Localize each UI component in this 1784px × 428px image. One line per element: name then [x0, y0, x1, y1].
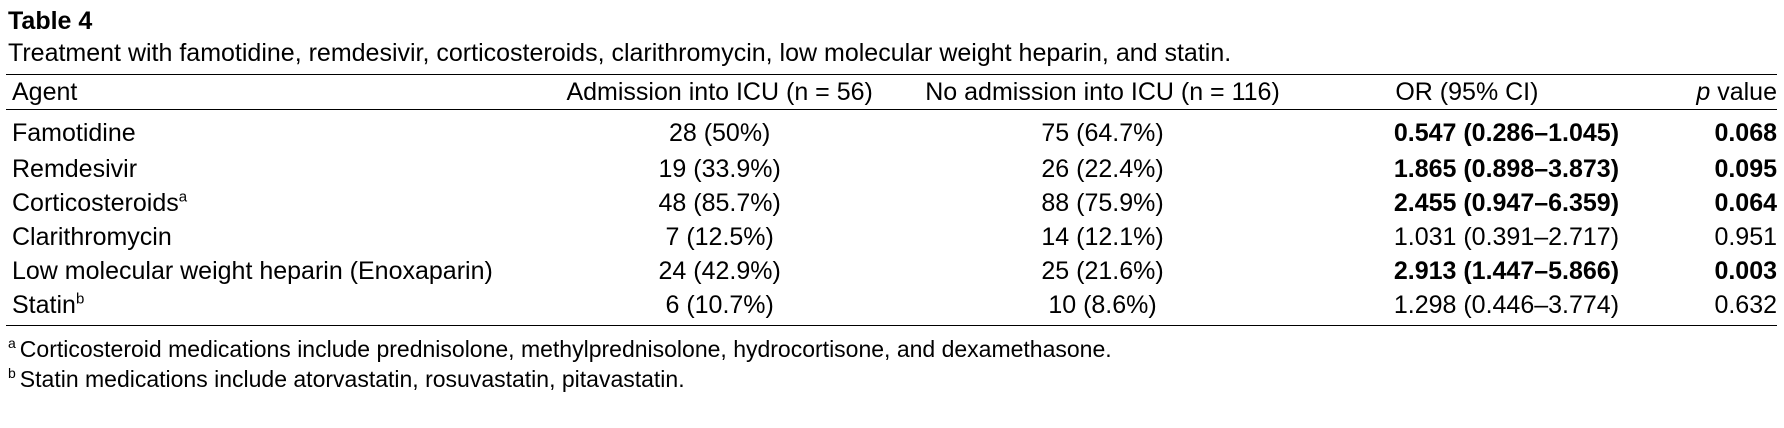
header-row: Agent Admission into ICU (n = 56) No adm… [6, 74, 1777, 110]
table-row: Low molecular weight heparin (Enoxaparin… [6, 254, 1777, 288]
footnote-text: Statin medications include atorvastatin,… [19, 366, 685, 392]
cell-or: 2.913 (1.447–5.866) [1393, 256, 1620, 285]
footnote-text: Corticosteroid medications include predn… [19, 336, 1112, 362]
cell-p: 0.095 [1714, 154, 1777, 183]
cell-no-icu: 26 (22.4%) [1041, 154, 1164, 183]
header-or: OR (95% CI) [1292, 74, 1642, 110]
footnote-b: b Statin medications include atorvastatin… [6, 364, 1777, 394]
results-table: Agent Admission into ICU (n = 56) No adm… [6, 74, 1777, 326]
footnote-mark: a [178, 188, 188, 206]
cell-p: 0.632 [1641, 288, 1777, 326]
header-icu: Admission into ICU (n = 56) [527, 74, 913, 110]
cell-agent: Statinb [6, 288, 528, 326]
footnote-a: a Corticosteroid medications include pred… [6, 334, 1777, 364]
cell-agent: Remdesivir [6, 152, 527, 186]
table-row: Statinb 6 (10.7%) 10 (8.6%) 1.298 (0.446… [6, 288, 1777, 326]
table-label: Table 4 [8, 7, 93, 35]
cell-no-icu: 25 (21.6%) [1041, 256, 1164, 285]
header-agent: Agent [6, 74, 528, 110]
header-p-value: p value [1641, 74, 1777, 110]
cell-icu: 48 (85.7%) [658, 188, 781, 217]
footnote-mark: a [8, 335, 16, 352]
cell-p: 0.068 [1714, 119, 1777, 147]
cell-or: 0.547 (0.286–1.045) [1393, 119, 1620, 147]
agent-name: Statin [12, 290, 76, 319]
cell-agent: Corticosteroidsa [6, 186, 527, 220]
footnotes: a Corticosteroid medications include pred… [6, 334, 1777, 394]
cell-icu: 28 (50%) [668, 119, 771, 147]
table-caption: Treatment with famotidine, remdesivir, c… [8, 39, 1232, 67]
cell-no-icu: 14 (12.1%) [1041, 222, 1164, 251]
table-row: Remdesivir 19 (33.9%) 26 (22.4%) 1.865 (… [6, 152, 1777, 186]
table-row: Clarithromycin 7 (12.5%) 14 (12.1%) 1.03… [6, 220, 1777, 254]
cell-or: 2.455 (0.947–6.359) [1393, 188, 1620, 217]
footnote-mark: b [75, 290, 85, 308]
table-row: Famotidine 28 (50%) 75 (64.7%) 0.547 (0.… [6, 110, 1777, 153]
agent-name: Clarithromycin [12, 222, 172, 251]
cell-or: 1.031 (0.391–2.717) [1393, 222, 1620, 251]
table-header: Agent Admission into ICU (n = 56) No adm… [6, 74, 1777, 110]
agent-name: Corticosteroids [12, 188, 179, 217]
footnote-mark: b [8, 365, 16, 382]
table-figure: Table 4 Treatment with famotidine, remde… [6, 6, 1777, 394]
cell-icu: 6 (10.7%) [527, 288, 913, 326]
cell-p: 0.951 [1714, 222, 1777, 251]
agent-name: Remdesivir [12, 154, 138, 183]
cell-p: 0.064 [1714, 188, 1777, 217]
cell-p: 0.003 [1714, 256, 1777, 285]
cell-agent: Clarithromycin [6, 220, 527, 254]
cell-agent: Famotidine [6, 110, 527, 153]
table-body: Famotidine 28 (50%) 75 (64.7%) 0.547 (0.… [6, 110, 1777, 326]
cell-no-icu: 88 (75.9%) [1041, 188, 1164, 217]
cell-agent: Low molecular weight heparin (Enoxaparin… [6, 254, 527, 288]
agent-name: Famotidine [12, 119, 136, 147]
agent-name: Low molecular weight heparin (Enoxaparin… [12, 256, 493, 285]
cell-or: 1.865 (0.898–3.873) [1393, 154, 1620, 183]
table-row: Corticosteroidsa 48 (85.7%) 88 (75.9%) 2… [6, 186, 1777, 220]
header-p-italic: p [1696, 77, 1711, 106]
cell-or: 1.298 (0.446–3.774) [1292, 288, 1642, 326]
cell-icu: 19 (33.9%) [658, 154, 781, 183]
cell-no-icu: 75 (64.7%) [1041, 119, 1164, 147]
cell-no-icu: 10 (8.6%) [912, 288, 1293, 326]
header-no-icu: No admission into ICU (n = 116) [912, 74, 1293, 110]
header-p-rest: value [1710, 77, 1777, 106]
cell-icu: 7 (12.5%) [665, 222, 774, 251]
cell-icu: 24 (42.9%) [658, 256, 781, 285]
